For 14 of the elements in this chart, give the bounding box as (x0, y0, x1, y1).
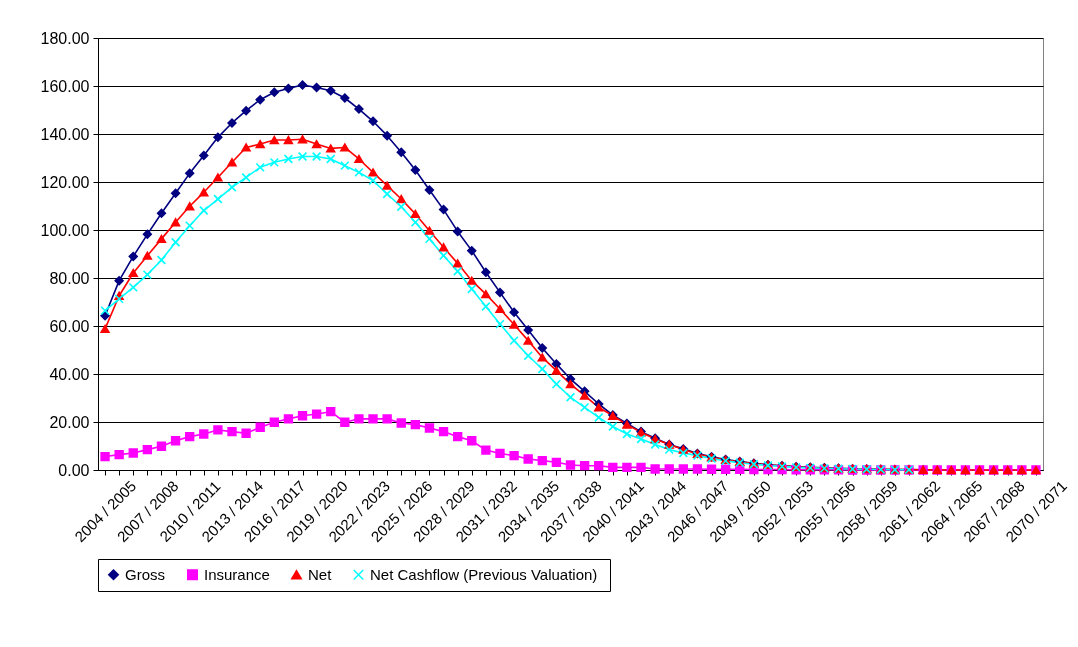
y-tick-label: 40.00 (49, 365, 90, 383)
y-tick-label: 160.00 (40, 77, 90, 95)
y-tick-label: 100.00 (40, 221, 90, 239)
y-tick-label: 180.00 (40, 29, 90, 47)
y-tick-label: 140.00 (40, 125, 90, 143)
y-tick-label: 80.00 (49, 269, 90, 287)
legend-label: Net (308, 565, 333, 583)
legend-label: Gross (125, 565, 166, 583)
y-tick-label: 20.00 (49, 413, 90, 431)
legend-label: Net Cashflow (Previous Valuation) (370, 565, 598, 583)
y-tick-label: 60.00 (49, 317, 90, 335)
legend-label: Insurance (204, 565, 270, 583)
y-tick-label: 120.00 (40, 173, 90, 191)
y-tick-label: 0.00 (58, 461, 90, 479)
